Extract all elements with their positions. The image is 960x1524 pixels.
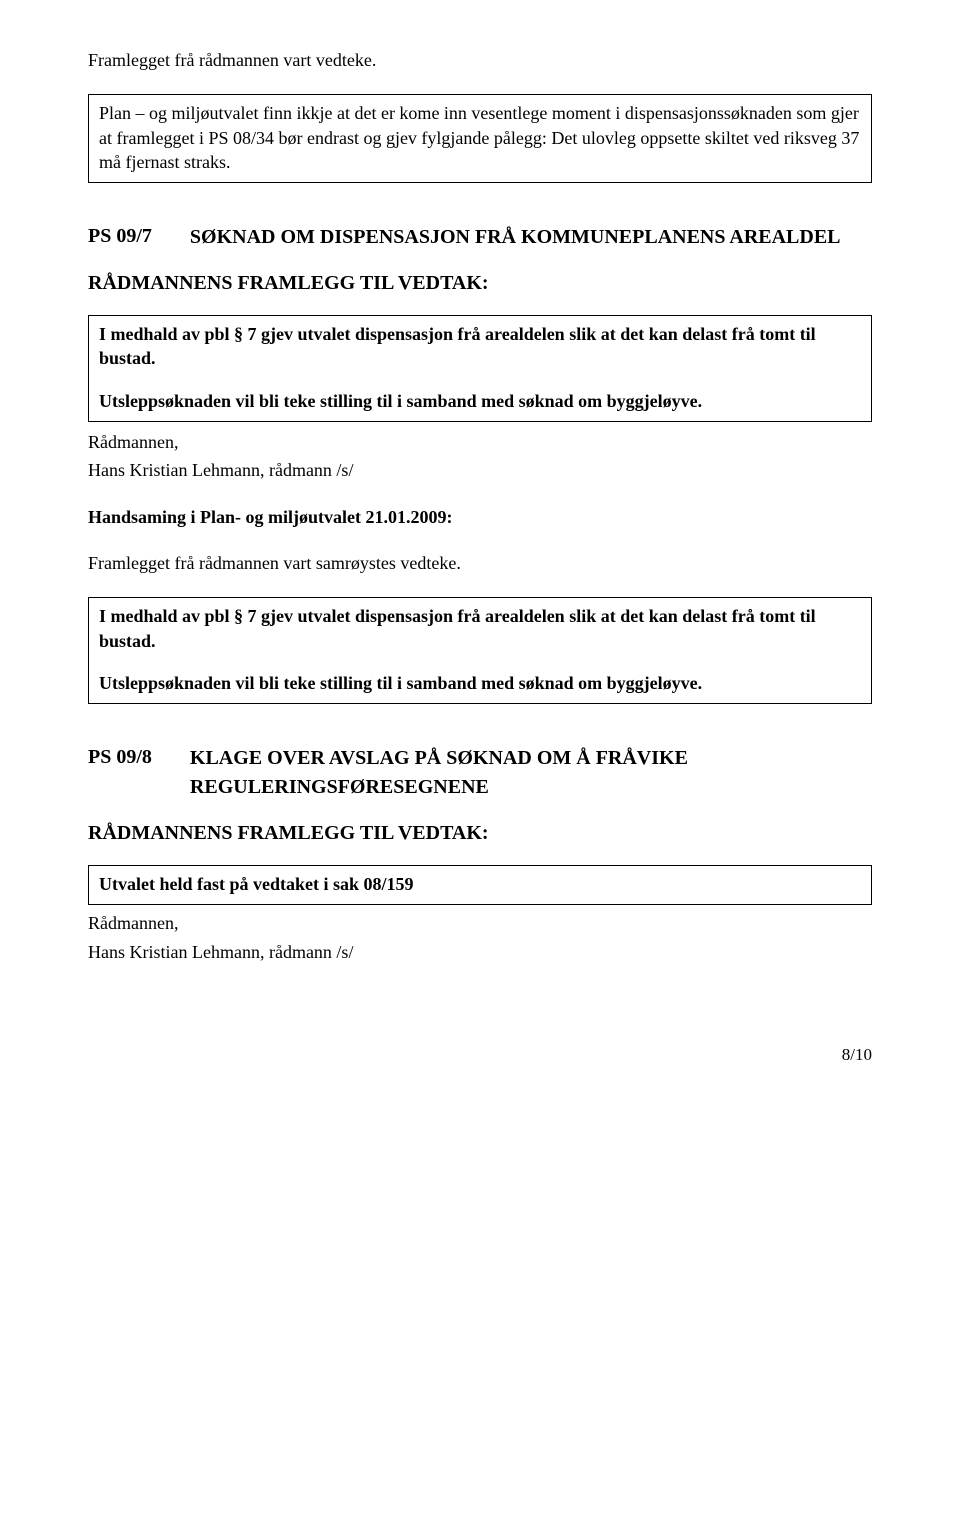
case-8-proposal-heading: RÅDMANNENS FRAMLEGG TIL VEDTAK: [88,820,872,847]
case-8-box-text: Utvalet held fast på vedtaket i sak 08/1… [99,872,861,896]
case-7-title: SØKNAD OM DISPENSASJON FRÅ KOMMUNEPLANEN… [190,223,841,252]
case-8-id: PS 09/8 [88,744,152,802]
case-8-header: PS 09/8 KLAGE OVER AVSLAG PÅ SØKNAD OM Å… [88,744,872,802]
case-8-signer-1: Rådmannen, [88,911,872,935]
case-7-decision: Framlegget frå rådmannen vart samrøystes… [88,551,872,575]
page-number: 8/10 [88,1044,872,1067]
case-8-box: Utvalet held fast på vedtaket i sak 08/1… [88,865,872,905]
case-7-signer-1: Rådmannen, [88,430,872,454]
case-7-id: PS 09/7 [88,223,152,252]
intro-line: Framlegget frå rådmannen vart vedteke. [88,48,872,72]
case-7-box1-p1: I medhald av pbl § 7 gjev utvalet dispen… [99,322,861,371]
case-7-box1-p2: Utsleppsøknaden vil bli teke stilling ti… [99,389,861,413]
case-7-proposal-heading: RÅDMANNENS FRAMLEGG TIL VEDTAK: [88,270,872,297]
case-7-box-1: I medhald av pbl § 7 gjev utvalet dispen… [88,315,872,422]
case-7-box-2: I medhald av pbl § 7 gjev utvalet dispen… [88,597,872,704]
case-7-signer-2: Hans Kristian Lehmann, rådmann /s/ [88,458,872,482]
case-8-title: KLAGE OVER AVSLAG PÅ SØKNAD OM Å FRÅVIKE… [190,744,872,802]
case-7-header: PS 09/7 SØKNAD OM DISPENSASJON FRÅ KOMMU… [88,223,872,252]
top-resolution-box: Plan – og miljøutvalet finn ikkje at det… [88,94,872,183]
case-7-meeting: Handsaming i Plan- og miljøutvalet 21.01… [88,505,872,529]
case-7-box2-p1: I medhald av pbl § 7 gjev utvalet dispen… [99,604,861,653]
case-7-box2-p2: Utsleppsøknaden vil bli teke stilling ti… [99,671,861,695]
top-resolution-text: Plan – og miljøutvalet finn ikkje at det… [99,101,861,174]
case-8-signer-2: Hans Kristian Lehmann, rådmann /s/ [88,940,872,964]
